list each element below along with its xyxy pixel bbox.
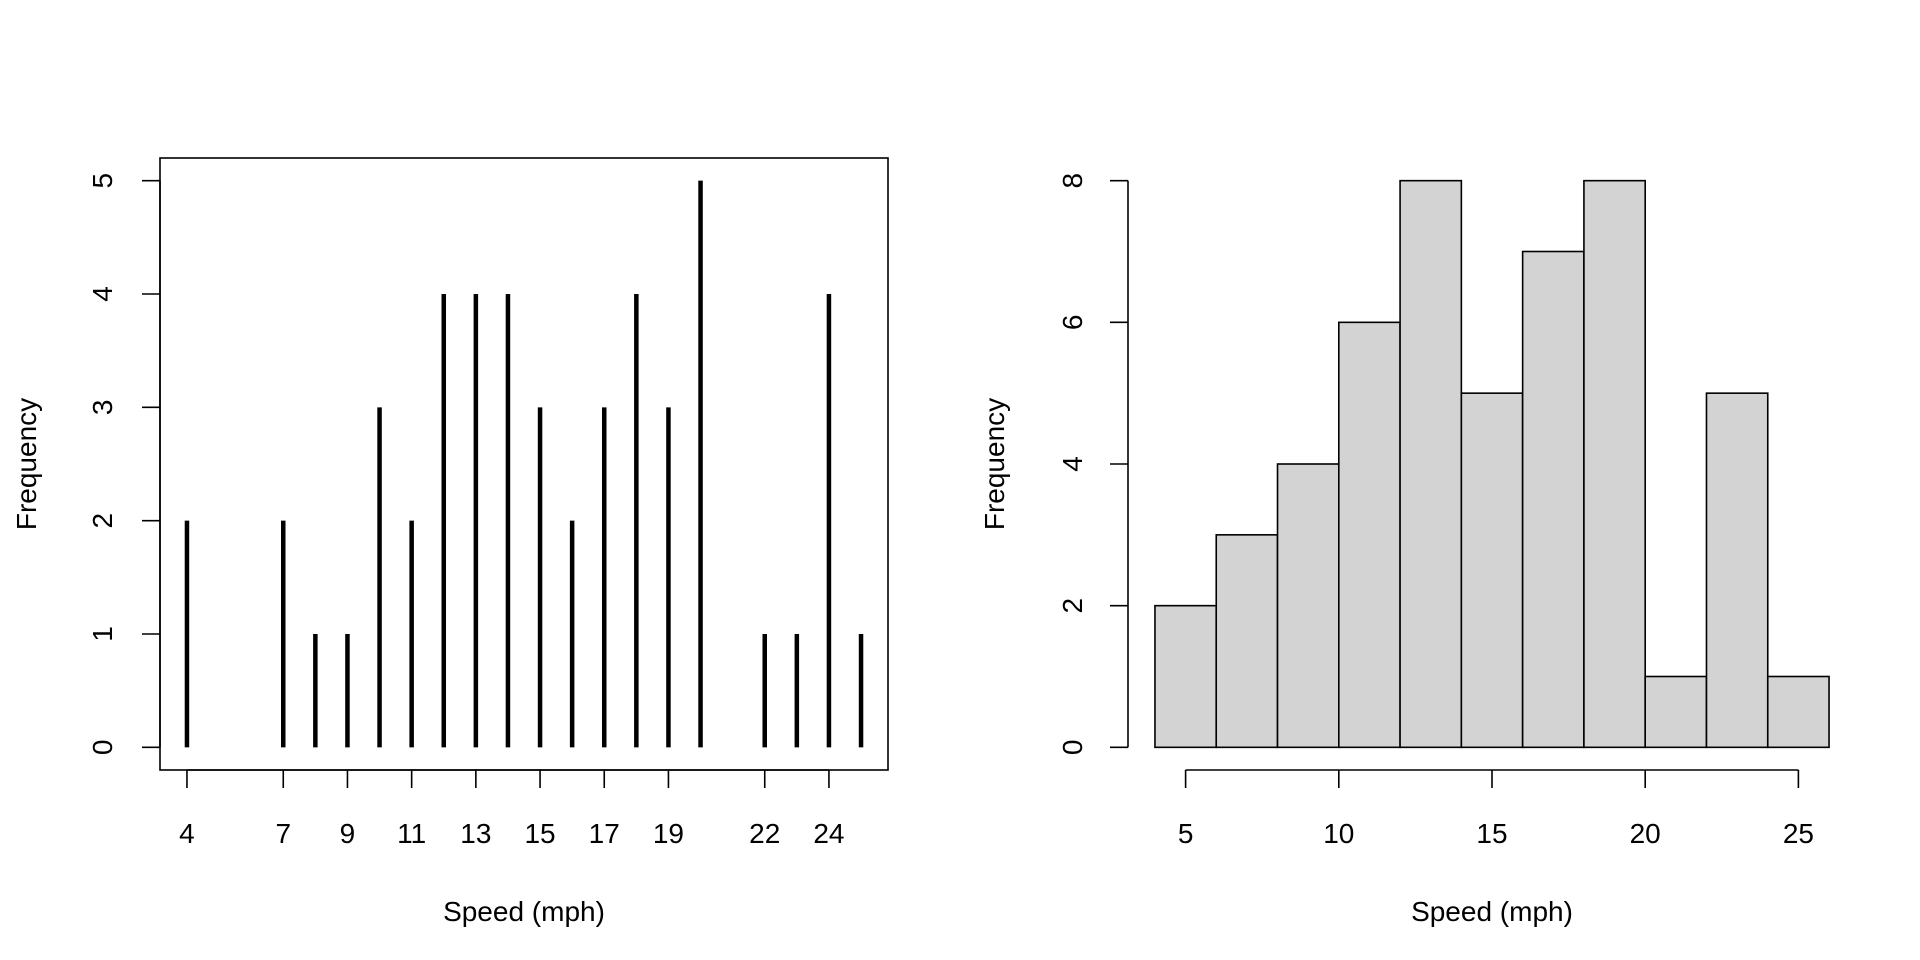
x-axis-title: Speed (mph) (443, 896, 605, 927)
x-tick-label: 17 (589, 818, 620, 849)
histogram-bar-8-10 (1276, 463, 1340, 749)
x-tick-label: 7 (275, 818, 291, 849)
y-tick-label: 4 (87, 286, 118, 302)
y-tick-label: 3 (87, 400, 118, 416)
x-tick-label: 13 (460, 818, 491, 849)
x-tick-label: 4 (179, 818, 195, 849)
y-tick-label: 6 (1057, 315, 1088, 331)
x-tick-label: 10 (1323, 818, 1354, 849)
y-tick-label: 5 (87, 173, 118, 189)
y-tick-label: 2 (1057, 598, 1088, 614)
y-tick-label: 0 (87, 740, 118, 756)
plot-box (159, 157, 889, 771)
y-tick-label: 1 (87, 626, 118, 642)
histogram-bar-10-12 (1338, 321, 1401, 749)
histogram-bar-20-22 (1644, 675, 1708, 749)
histogram-bar-12-14 (1399, 179, 1463, 749)
x-tick-label: 5 (1178, 818, 1194, 849)
histogram-bar-16-18 (1521, 250, 1585, 749)
x-tick-label: 9 (340, 818, 356, 849)
histogram-bar-4-6 (1154, 604, 1218, 749)
spike-plot: 4 7 9 11 13 15 17 19 22 24 0 1 2 3 4 5 Speed (mph) Freque… (11, 157, 889, 927)
x-tick-label: 20 (1630, 818, 1661, 849)
histogram-plot: 5 10 15 20 25 0 2 4 6 8 Speed (mph) Frequency (979, 173, 1830, 927)
histogram-bar-24-26 (1766, 675, 1830, 749)
x-tick-label: 15 (1476, 818, 1507, 849)
x-tick-label: 15 (524, 818, 555, 849)
y-tick-label: 8 (1057, 173, 1088, 189)
x-tick-label: 25 (1783, 818, 1814, 849)
y-tick-label: 2 (87, 513, 118, 529)
histogram-bar-6-8 (1215, 534, 1279, 749)
histogram-bar-18-20 (1583, 179, 1646, 749)
y-axis-title: Frequency (11, 398, 42, 530)
histogram-bar-22-24 (1705, 392, 1769, 749)
x-tick-label: 22 (749, 818, 780, 849)
y-axis-title: Frequency (979, 398, 1010, 530)
histogram-bar-14-16 (1460, 392, 1524, 749)
x-axis-title: Speed (mph) (1411, 896, 1573, 927)
y-tick-label: 4 (1057, 456, 1088, 472)
x-tick-label: 11 (397, 818, 426, 849)
x-tick-label: 19 (653, 818, 684, 849)
y-tick-label: 0 (1057, 740, 1088, 756)
x-tick-label: 24 (813, 818, 844, 849)
